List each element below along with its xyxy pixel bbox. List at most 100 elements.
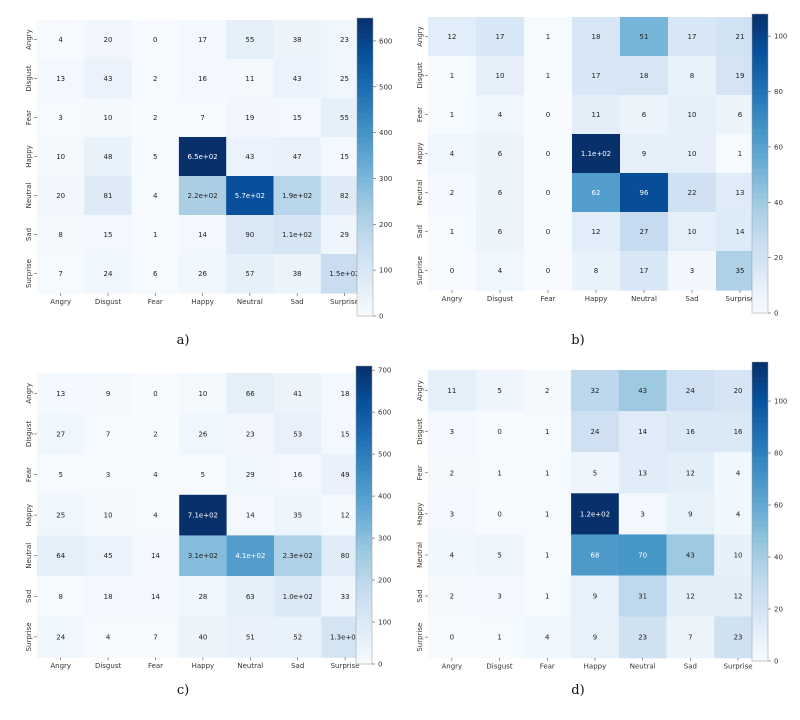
colorbar-segment: [357, 276, 373, 282]
colorbar-segment: [356, 544, 372, 551]
cell-label: 5: [201, 471, 205, 479]
y-tick-label: Disgust: [416, 62, 424, 89]
y-tick-label: Disgust: [25, 65, 33, 92]
cell-label: 15: [293, 114, 302, 122]
heatmap-cell: [475, 493, 524, 535]
colorbar-tick-label: 0: [378, 661, 382, 669]
colorbar-segment: [356, 370, 372, 377]
heatmap-cell: [524, 95, 573, 135]
cell-label: 5: [58, 471, 62, 479]
cell-label: 43: [103, 75, 112, 83]
cell-label: 1: [546, 33, 550, 41]
heatmap-cell: [666, 370, 715, 412]
colorbar-segment: [357, 251, 373, 257]
colorbar-frame: [355, 365, 373, 665]
cell-label: 9: [593, 593, 597, 601]
colorbar-segment: [752, 491, 768, 498]
colorbar-tick-label: 40: [774, 199, 783, 207]
cell-label: 18: [341, 390, 350, 398]
heatmap-cell: [668, 56, 717, 96]
cell-label: 7.1e+02: [188, 512, 218, 520]
colorbar-segment: [356, 534, 372, 541]
heatmap-cell: [620, 17, 669, 57]
heatmap-cell: [428, 17, 477, 57]
colorbar-segment: [752, 108, 768, 115]
x-tick-label: Happy: [584, 663, 607, 671]
colorbar-segment: [752, 228, 768, 234]
heatmap-cell: [428, 616, 477, 659]
colorbar-segment: [356, 519, 372, 526]
cell-label: 1.1e+02: [581, 150, 611, 158]
panel-label: a): [177, 333, 190, 348]
cell-label: 29: [246, 471, 255, 479]
colorbar-segment: [752, 113, 768, 120]
heatmap-cell: [620, 134, 669, 174]
colorbar-segment: [752, 611, 768, 617]
heatmap-cell: [571, 411, 620, 453]
heatmap-cell: [37, 176, 85, 216]
y-tick-label: Angry: [416, 26, 424, 47]
cell-label: 1: [545, 510, 549, 518]
heatmap-cell: [178, 98, 227, 138]
x-tick-label: Angry: [442, 295, 463, 303]
colorbar-segment: [752, 83, 768, 90]
heatmap-cell: [618, 534, 668, 577]
y-tick-label: Fear: [25, 110, 33, 125]
heatmap-cell: [131, 176, 180, 216]
cell-label: 17: [592, 72, 601, 80]
colorbar-segment: [357, 311, 373, 317]
colorbar-segment: [357, 266, 373, 272]
heatmap-cell: [620, 173, 669, 213]
x-tick-label: Surprise: [330, 298, 359, 306]
cell-label: 1: [545, 551, 549, 559]
colorbar-segment: [357, 236, 373, 242]
cell-label: 0: [153, 390, 157, 398]
panel-label: b): [571, 333, 584, 348]
colorbar-segment: [752, 58, 768, 65]
colorbar-segment: [752, 486, 768, 493]
heatmap-cell: [179, 616, 228, 658]
colorbar-segment: [356, 594, 372, 600]
cell-label: 1: [497, 469, 501, 477]
colorbar-segment: [752, 103, 768, 110]
cell-label: 55: [245, 36, 254, 44]
heatmap-cell: [84, 98, 133, 138]
colorbar-segment: [752, 23, 768, 30]
cell-label: 19: [245, 114, 254, 122]
cell-label: 1: [450, 72, 454, 80]
cell-label: 9: [106, 390, 110, 398]
colorbar-segment: [357, 157, 373, 163]
cell-label: 96: [640, 189, 649, 197]
cell-label: 6: [498, 189, 503, 197]
cell-label: 45: [104, 552, 113, 560]
heatmap-cell: [428, 95, 477, 135]
cell-label: 16: [293, 471, 302, 479]
colorbar-segment: [752, 308, 768, 314]
heatmap-cell: [572, 251, 621, 291]
colorbar-segment: [752, 641, 768, 647]
cell-label: 57: [245, 270, 254, 278]
heatmap-cell: [668, 134, 717, 174]
heatmap-cell: [572, 56, 621, 96]
y-tick-label: Fear: [416, 465, 424, 480]
cell-label: 23: [638, 634, 647, 642]
colorbar-segment: [752, 481, 768, 488]
colorbar-segment: [357, 132, 373, 138]
cell-label: 4: [58, 36, 63, 44]
colorbar-segment: [356, 634, 372, 640]
colorbar-tick-label: 20: [774, 606, 783, 614]
colorbar-segment: [356, 375, 372, 382]
heatmap-cell: [572, 134, 621, 174]
colorbar-segment: [356, 554, 372, 561]
colorbar-segment: [752, 258, 768, 264]
heatmap-cell: [179, 413, 228, 455]
colorbar-segment: [752, 366, 768, 373]
cell-label: 29: [340, 231, 349, 239]
heatmap-cell: [428, 575, 477, 618]
cell-label: 21: [736, 33, 745, 41]
heatmap-cell: [524, 56, 573, 96]
heatmap-cell: [179, 454, 228, 496]
heatmap-cell: [476, 134, 525, 174]
cell-label: 20: [734, 387, 743, 395]
